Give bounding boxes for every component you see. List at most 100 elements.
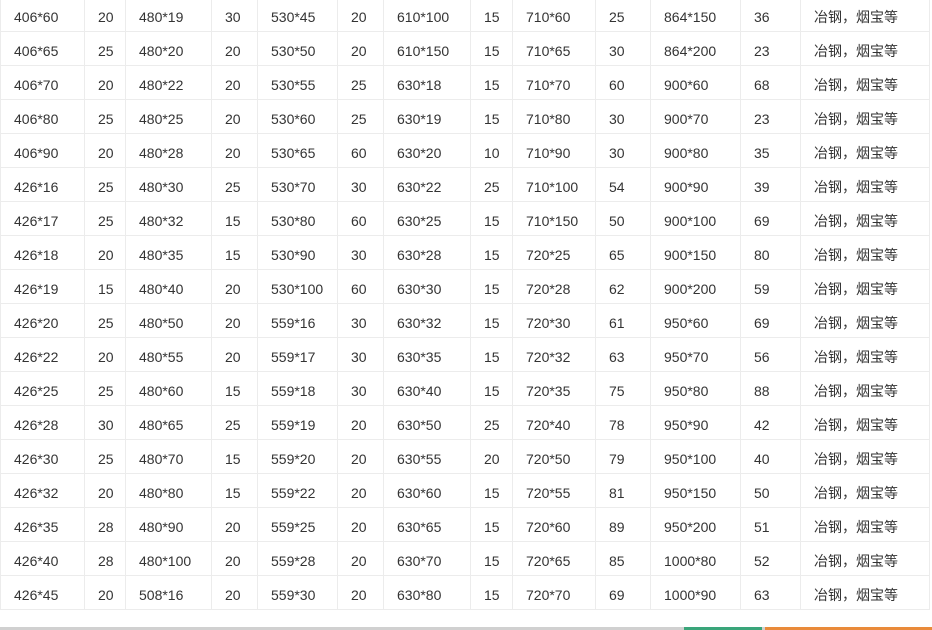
cell-qty: 15 [470,98,513,134]
cell-qty: 20 [84,0,126,32]
cell-qty: 23 [740,30,801,66]
cell-qty: 20 [211,64,258,100]
cell-qty: 39 [740,166,801,202]
cell-size: 530*55 [257,64,338,100]
cell-size: 559*16 [257,302,338,338]
cell-qty: 15 [470,64,513,100]
cell-qty: 20 [84,132,126,168]
cell-qty: 20 [337,506,384,542]
cell-size: 950*90 [650,404,741,440]
cell-size: 426*20 [0,302,85,338]
cell-size: 480*50 [125,302,212,338]
cell-size: 480*100 [125,540,212,576]
cell-size: 426*40 [0,540,85,576]
table-row: 406*65 25 480*20 20 530*50 20 610*150 15 710*65 3… [0,30,930,66]
cell-size: 630*50 [383,404,471,440]
cell-qty: 25 [84,98,126,134]
cell-size: 480*90 [125,506,212,542]
bottom-scrollbar-strip [0,627,932,630]
cell-size: 530*80 [257,200,338,236]
cell-qty: 56 [740,336,801,372]
cell-qty: 10 [470,132,513,168]
cell-qty: 30 [595,30,651,66]
cell-size: 406*80 [0,98,85,134]
cell-size: 426*28 [0,404,85,440]
cell-qty: 52 [740,540,801,576]
cell-origin: 冶钢，烟宝等 [800,98,930,134]
cell-size: 720*50 [512,438,596,474]
cell-origin: 冶钢，烟宝等 [800,234,930,270]
cell-qty: 88 [740,370,801,406]
table-row: 426*35 28 480*90 20 559*25 20 630*65 15 720*60 89… [0,506,930,542]
cell-size: 630*19 [383,98,471,134]
cell-qty: 25 [84,166,126,202]
cell-size: 630*65 [383,506,471,542]
cell-qty: 85 [595,540,651,576]
cell-size: 480*25 [125,98,212,134]
cell-qty: 81 [595,472,651,508]
cell-origin: 冶钢，烟宝等 [800,404,930,440]
cell-size: 559*18 [257,370,338,406]
cell-size: 480*20 [125,30,212,66]
cell-origin: 冶钢，烟宝等 [800,438,930,474]
cell-qty: 15 [211,234,258,270]
cell-qty: 20 [470,438,513,474]
cell-qty: 25 [211,166,258,202]
cell-origin: 冶钢，烟宝等 [800,132,930,168]
cell-size: 426*17 [0,200,85,236]
cell-size: 480*28 [125,132,212,168]
cell-size: 630*35 [383,336,471,372]
cell-qty: 25 [470,166,513,202]
cell-size: 720*40 [512,404,596,440]
cell-size: 720*65 [512,540,596,576]
cell-qty: 40 [740,438,801,474]
cell-qty: 60 [595,64,651,100]
cell-size: 720*28 [512,268,596,304]
cell-qty: 15 [470,302,513,338]
cell-size: 630*32 [383,302,471,338]
cell-qty: 15 [470,472,513,508]
cell-qty: 25 [84,438,126,474]
cell-size: 720*60 [512,506,596,542]
cell-size: 630*30 [383,268,471,304]
cell-size: 559*25 [257,506,338,542]
cell-qty: 25 [84,30,126,66]
cell-qty: 15 [211,472,258,508]
table-row: 426*40 28 480*100 20 559*28 20 630*70 15 720*65 8… [0,540,930,576]
cell-qty: 15 [211,370,258,406]
cell-origin: 冶钢，烟宝等 [800,506,930,542]
cell-size: 900*70 [650,98,741,134]
cell-size: 480*60 [125,370,212,406]
cell-qty: 20 [211,98,258,134]
strip-green-segment [684,627,762,630]
cell-qty: 20 [84,472,126,508]
cell-size: 710*100 [512,166,596,202]
cell-qty: 65 [595,234,651,270]
cell-size: 530*60 [257,98,338,134]
cell-size: 530*50 [257,30,338,66]
cell-size: 426*16 [0,166,85,202]
cell-size: 630*20 [383,132,471,168]
cell-qty: 30 [595,98,651,134]
cell-size: 720*70 [512,574,596,610]
cell-qty: 20 [211,132,258,168]
cell-size: 950*150 [650,472,741,508]
cell-size: 720*25 [512,234,596,270]
cell-size: 710*80 [512,98,596,134]
cell-qty: 69 [740,302,801,338]
cell-qty: 20 [211,574,258,610]
cell-qty: 20 [84,64,126,100]
cell-qty: 15 [470,30,513,66]
cell-qty: 60 [337,200,384,236]
cell-qty: 15 [84,268,126,304]
cell-qty: 20 [337,540,384,576]
cell-size: 864*150 [650,0,741,32]
cell-size: 630*18 [383,64,471,100]
cell-size: 610*100 [383,0,471,32]
cell-size: 480*40 [125,268,212,304]
cell-qty: 15 [470,370,513,406]
cell-qty: 15 [211,438,258,474]
cell-size: 559*17 [257,336,338,372]
cell-qty: 15 [470,0,513,32]
cell-qty: 36 [740,0,801,32]
